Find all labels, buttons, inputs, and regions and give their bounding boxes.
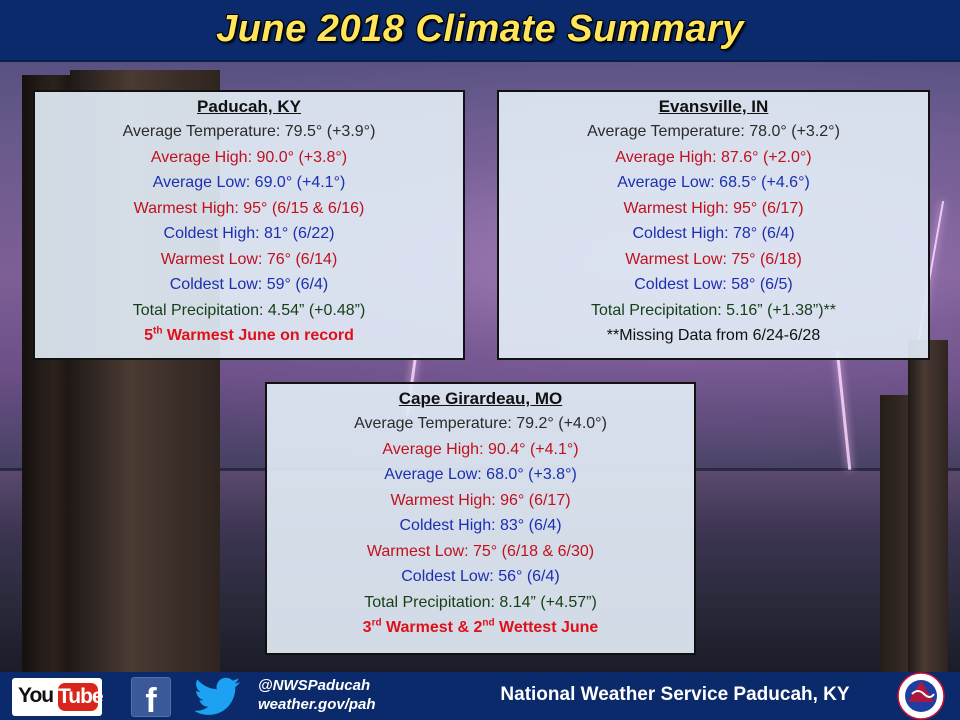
- average-temperature: Average Temperature: 79.2° (+4.0°): [354, 415, 607, 432]
- youtube-icon[interactable]: You Tube: [12, 678, 104, 716]
- record-text: Warmest June on record: [162, 327, 354, 344]
- dock-piling: [908, 340, 948, 672]
- average-high: Average High: 87.6° (+2.0°): [615, 148, 812, 166]
- average-low: Average Low: 68.0° (+3.8°): [384, 466, 577, 483]
- warmest-high: Warmest High: 95° (6/15 & 6/16): [133, 199, 365, 217]
- youtube-logo-tube: Tube: [58, 683, 104, 711]
- coldest-low: Coldest Low: 58° (6/5): [634, 276, 793, 293]
- missing-data-note: **Missing Data from 6/24-6/28: [606, 327, 821, 344]
- average-high: Average High: 90.4° (+4.1°): [382, 440, 579, 458]
- warmest-low: Warmest Low: 76° (6/14): [160, 250, 338, 268]
- coldest-low: Coldest Low: 56° (6/4): [401, 568, 560, 585]
- coldest-high: Coldest High: 81° (6/22): [163, 225, 335, 242]
- record-statement: 3rd Warmest & 2nd Wettest June: [267, 615, 694, 641]
- dock-piling: [880, 395, 910, 672]
- warmest-high: Warmest High: 96° (6/17): [390, 491, 571, 509]
- average-low: Average Low: 69.0° (+4.1°): [152, 174, 346, 191]
- social-handle-block: @NWSPaducah weather.gov/pah: [258, 676, 376, 714]
- record-text: Wettest June: [494, 619, 599, 636]
- station-panel-paducah: Paducah, KY Average Temperature: 79.5° (…: [33, 90, 465, 360]
- record-rank-suffix: th: [153, 325, 163, 337]
- facebook-glyph: f: [145, 682, 157, 720]
- total-precipitation: Total Precipitation: 4.54” (+0.48”): [132, 301, 366, 319]
- page-title: June 2018 Climate Summary: [216, 8, 744, 50]
- average-low: Average Low: 68.5° (+4.6°): [617, 174, 810, 191]
- station-name: Paducah, KY: [197, 97, 301, 116]
- warmest-high: Warmest High: 95° (6/17): [623, 199, 804, 217]
- station-name: Cape Girardeau, MO: [398, 389, 563, 408]
- twitter-icon[interactable]: [194, 676, 242, 718]
- website-link[interactable]: weather.gov/pah: [258, 696, 376, 713]
- coldest-high: Coldest High: 83° (6/4): [399, 517, 562, 534]
- average-temperature: Average Temperature: 78.0° (+3.2°): [587, 123, 840, 140]
- coldest-high: Coldest High: 78° (6/4): [632, 225, 795, 242]
- total-precipitation: Total Precipitation: 8.14” (+4.57”): [364, 593, 597, 611]
- average-high: Average High: 90.0° (+3.8°): [150, 148, 348, 166]
- facebook-icon[interactable]: f: [131, 677, 171, 720]
- record-rank-suffix: rd: [371, 617, 382, 629]
- youtube-logo-text: You: [18, 684, 54, 707]
- record-rank-suffix: nd: [482, 617, 495, 629]
- record-statement: 5th Warmest June on record: [35, 323, 463, 349]
- twitter-handle[interactable]: @NWSPaducah: [258, 677, 371, 694]
- warmest-low: Warmest Low: 75° (6/18): [625, 250, 802, 268]
- station-panel-evansville: Evansville, IN Average Temperature: 78.0…: [497, 90, 930, 360]
- office-name: National Weather Service Paducah, KY: [500, 684, 850, 705]
- record-rank-warmest: 3: [362, 619, 372, 636]
- record-rank: 5: [144, 327, 153, 344]
- total-precipitation: Total Precipitation: 5.16” (+1.38”)**: [590, 301, 836, 319]
- average-temperature: Average Temperature: 79.5° (+3.9°): [122, 123, 376, 140]
- title-bar: June 2018 Climate Summary: [0, 0, 960, 62]
- nws-seal-icon: [897, 672, 945, 720]
- coldest-low: Coldest Low: 59° (6/4): [169, 276, 329, 293]
- warmest-low: Warmest Low: 75° (6/18 & 6/30): [366, 542, 595, 560]
- station-name: Evansville, IN: [658, 97, 769, 116]
- station-panel-cape-girardeau: Cape Girardeau, MO Average Temperature: …: [265, 382, 696, 655]
- record-text: Warmest & 2: [381, 619, 483, 636]
